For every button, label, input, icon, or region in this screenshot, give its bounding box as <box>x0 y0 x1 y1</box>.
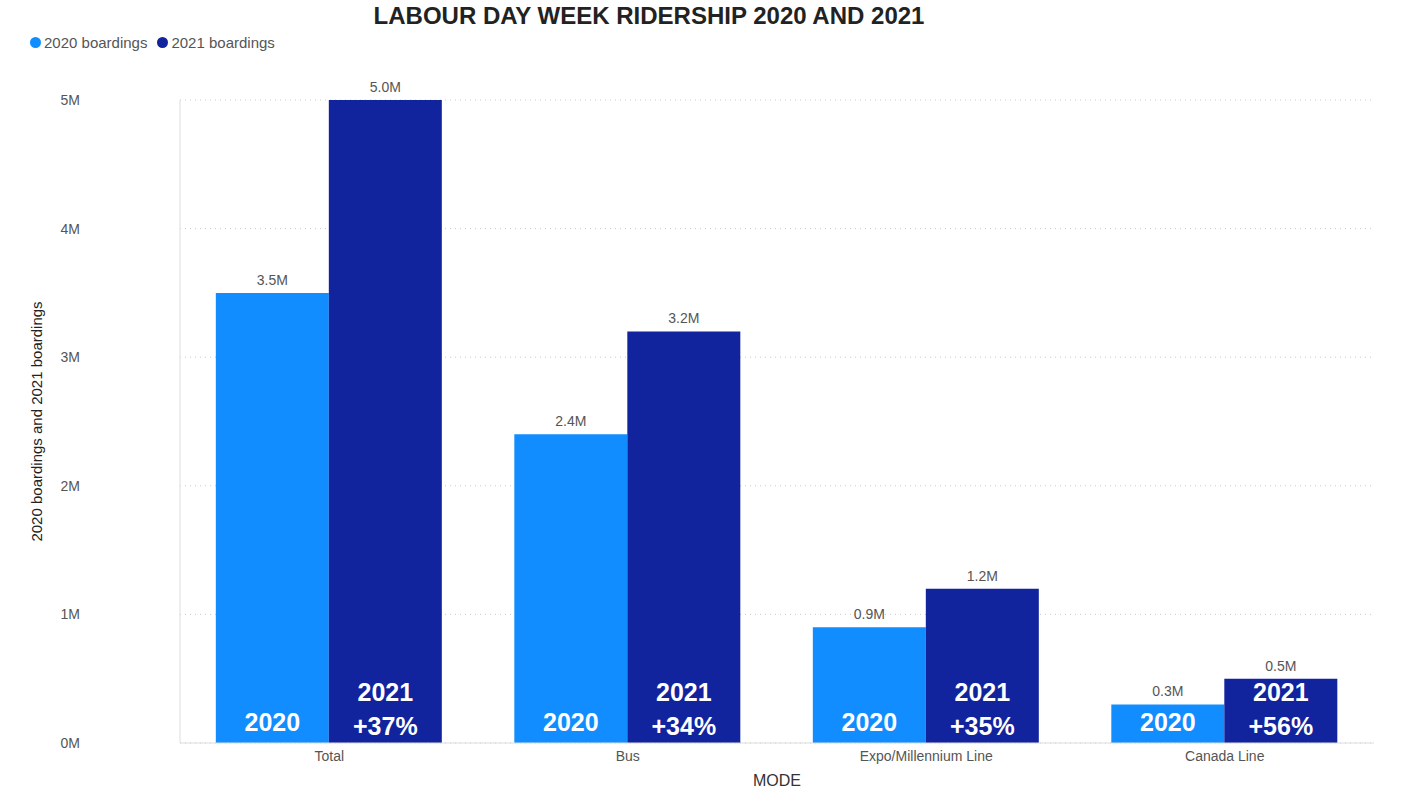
svg-text:+56%: +56% <box>1248 712 1313 740</box>
svg-text:2M: 2M <box>61 478 80 494</box>
svg-text:MODE: MODE <box>753 772 801 789</box>
svg-text:Expo/Millennium Line: Expo/Millennium Line <box>860 748 993 764</box>
svg-text:2020: 2020 <box>1140 708 1196 736</box>
svg-text:5.0M: 5.0M <box>370 79 401 95</box>
svg-text:2021: 2021 <box>955 678 1011 706</box>
svg-text:Canada Line: Canada Line <box>1185 748 1265 764</box>
svg-text:0.9M: 0.9M <box>854 606 885 622</box>
svg-text:2020 boardings and 2021 boardi: 2020 boardings and 2021 boardings <box>28 301 45 541</box>
svg-text:3.2M: 3.2M <box>668 310 699 326</box>
svg-text:Bus: Bus <box>616 748 640 764</box>
svg-text:2020: 2020 <box>245 708 301 736</box>
svg-text:1.2M: 1.2M <box>967 568 998 584</box>
svg-text:+34%: +34% <box>651 712 716 740</box>
svg-text:0.5M: 0.5M <box>1265 658 1296 674</box>
svg-text:4M: 4M <box>61 221 80 237</box>
html-text:2020 boardings: 2020 boardings <box>44 34 148 51</box>
svg-text:0M: 0M <box>61 735 80 751</box>
svg-text:3.5M: 3.5M <box>257 272 288 288</box>
svg-text:3M: 3M <box>61 349 80 365</box>
html-text:2021 boardings: 2021 boardings <box>171 34 275 51</box>
svg-text:2020: 2020 <box>842 708 898 736</box>
svg-text:+35%: +35% <box>950 712 1015 740</box>
svg-text:2.4M: 2.4M <box>555 413 586 429</box>
svg-text:2021: 2021 <box>358 678 414 706</box>
svg-text:+37%: +37% <box>353 712 418 740</box>
svg-text:5M: 5M <box>61 92 80 108</box>
svg-text:Total: Total <box>314 748 344 764</box>
svg-text:2020: 2020 <box>543 708 599 736</box>
svg-text:1M: 1M <box>61 606 80 622</box>
html-text:LABOUR DAY WEEK RIDERSHIP 2020: LABOUR DAY WEEK RIDERSHIP 2020 AND 2021 <box>373 2 925 29</box>
svg-text:2021: 2021 <box>656 678 712 706</box>
svg-text:0.3M: 0.3M <box>1152 683 1183 699</box>
svg-text:2021: 2021 <box>1253 678 1309 706</box>
